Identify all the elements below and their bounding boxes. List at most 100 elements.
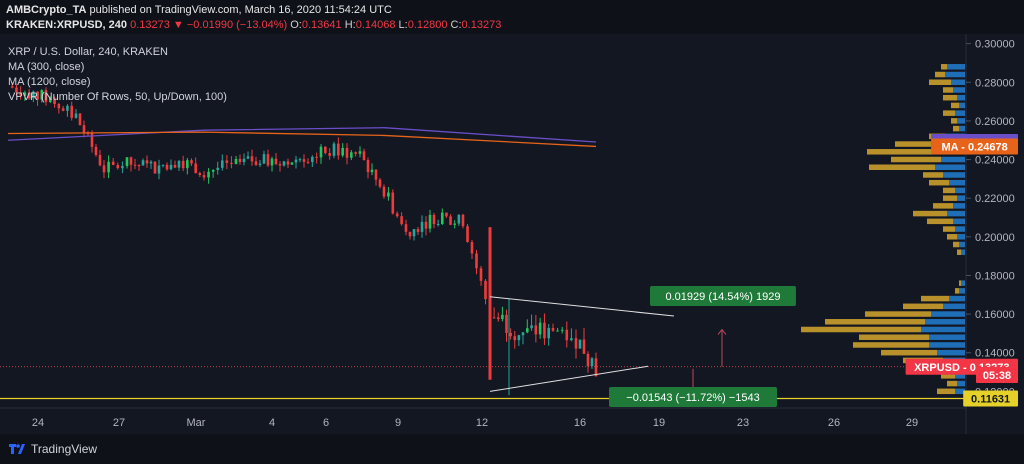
candle-body [177, 160, 181, 168]
triangle-upper-line[interactable] [489, 296, 675, 317]
legend-title: XRP / U.S. Dollar, 240, KRAKEN [8, 46, 168, 58]
candle-body [570, 338, 573, 341]
y-tick-label: 0.20000 [975, 232, 1015, 244]
vp-down-bar [891, 156, 941, 163]
candle-body [190, 160, 193, 164]
candle-body [258, 163, 262, 165]
candle-body [513, 336, 517, 341]
ma300-line[interactable] [7, 131, 597, 148]
vp-up-bar [955, 110, 965, 116]
candle-body [61, 108, 65, 111]
brand[interactable]: TradingView [8, 442, 97, 456]
candle-body [90, 133, 94, 147]
vp-down-bar [943, 87, 953, 93]
candle-body [94, 146, 98, 155]
vp-up-bar [957, 94, 965, 101]
published-text: published on TradingView.com, March 16, … [89, 4, 392, 16]
vp-down-bar [929, 79, 951, 85]
author-name[interactable]: AMBCrypto_TA [6, 4, 87, 16]
candle-body [36, 91, 39, 100]
candle-body [186, 160, 189, 169]
tradingview-logo-icon [9, 444, 25, 454]
candle-body [315, 156, 318, 158]
candle-body [565, 329, 569, 341]
candle-body [74, 113, 78, 118]
measurement-label: −0.01543 (−11.72%) −1543 [626, 392, 759, 404]
candle-body [358, 151, 362, 154]
candle-body [286, 161, 290, 165]
vp-up-bar [949, 295, 965, 302]
vp-up-bar [941, 156, 965, 163]
candle-body [290, 162, 294, 165]
x-tick-label: 4 [269, 417, 275, 429]
candle-body [378, 179, 382, 187]
candle-body [404, 224, 408, 232]
candle-body [400, 216, 403, 225]
candle-body [23, 92, 27, 96]
price-chart[interactable]: 0.30000 0.28000 0.26000 0.24000 0.22000 0.200… [0, 34, 1024, 434]
candle-body [578, 339, 582, 349]
candle-body [78, 113, 82, 126]
candle-body [538, 322, 542, 335]
measurement-labels: 0.01929 (14.54%) 1929 −0.01543 (−11.72%) … [609, 286, 796, 407]
candle-body [345, 147, 349, 158]
vp-up-bar [935, 164, 965, 170]
vp-down-bar [941, 373, 955, 379]
vp-up-bar [955, 187, 965, 194]
low-value: 0.12800 [407, 19, 448, 31]
candle-body [111, 161, 115, 166]
price-label-box [963, 390, 1018, 407]
candle-body [551, 328, 555, 331]
legend-ma1200[interactable]: MA (1200, close) [8, 76, 91, 88]
candle-body [354, 152, 357, 154]
candle-body [294, 159, 298, 163]
candle-body [145, 160, 149, 164]
candle-body [505, 314, 508, 333]
candle-body [445, 212, 448, 217]
vp-down-bar [881, 349, 937, 356]
candle-body [86, 133, 90, 135]
candle-body [70, 105, 74, 118]
candle-body [161, 164, 165, 166]
arrow-up-icon [717, 328, 727, 335]
candle-body [543, 322, 546, 339]
chart-area[interactable]: 0.30000 0.28000 0.26000 0.24000 0.22000 0.200… [0, 34, 1024, 464]
y-tick-label: 0.16000 [975, 309, 1015, 321]
candle-body [278, 164, 282, 166]
measurement-box [609, 387, 777, 407]
vp-up-bar [943, 172, 965, 178]
candle-body [420, 221, 424, 232]
legend-vpvr[interactable]: VPVR (Number Of Rows, 50, Up/Down, 100) [8, 91, 227, 103]
candle-body [82, 125, 86, 134]
candle-body [436, 223, 440, 225]
candle-body [560, 329, 564, 331]
vp-down-bar [921, 295, 949, 302]
vp-down-bar [947, 234, 957, 240]
x-tick-label: 12 [476, 417, 488, 429]
triangle-lower-line[interactable] [489, 365, 649, 392]
time-axis[interactable]: 24 27 Mar 4 6 9 12 16 19 23 26 29 [32, 417, 918, 429]
candle-body [470, 242, 474, 254]
vp-up-bar [937, 349, 965, 356]
candle-body [311, 156, 314, 163]
vp-down-bar [941, 64, 947, 70]
candle-body [242, 158, 246, 163]
candle-body [254, 161, 258, 165]
candle-body [594, 358, 598, 377]
y-tick-label: 0.22000 [975, 193, 1015, 205]
ma1200-line[interactable] [7, 127, 597, 143]
legend-ma300[interactable]: MA (300, close) [8, 61, 84, 73]
candle-body [53, 98, 56, 105]
candle-body [246, 156, 250, 159]
candle-body [153, 161, 157, 174]
vp-down-bar [953, 125, 959, 132]
price-label-text: 05:38 [983, 370, 1011, 382]
candle-body [424, 221, 428, 229]
candle-body [116, 165, 120, 169]
brand-name: TradingView [31, 442, 98, 456]
x-tick-label: 9 [395, 417, 401, 429]
footer-bar: TradingView [0, 434, 1024, 464]
candle-body [332, 143, 336, 156]
x-tick-label: 23 [737, 417, 749, 429]
candle-body [324, 146, 327, 154]
